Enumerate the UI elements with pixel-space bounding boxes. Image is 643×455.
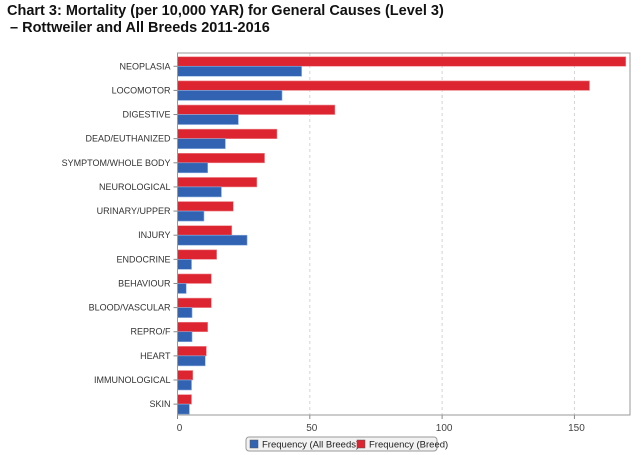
legend-label: Frequency (Breed) [369, 440, 448, 451]
bar-breed [177, 201, 234, 212]
bar-breed [177, 128, 278, 139]
bar-all-breeds [177, 90, 283, 101]
bar-all-breeds [177, 234, 248, 246]
category-label: BLOOD/VASCULAR [89, 303, 171, 313]
legend-label: Frequency (All Breeds) [262, 440, 359, 451]
category-label: REPRO/F [130, 327, 171, 337]
category-label: IMMUNOLOGICAL [94, 375, 171, 385]
bar-all-breeds [177, 65, 302, 77]
category-label: SYMPTOM/WHOLE BODY [62, 158, 171, 168]
bar-all-breeds [177, 210, 205, 222]
bar-breed [177, 80, 590, 91]
x-tick-label: 100 [436, 423, 453, 434]
bar-breed [177, 321, 208, 333]
bar-breed [177, 273, 212, 284]
bar-all-breeds [177, 283, 187, 294]
category-label: SKIN [149, 399, 170, 409]
bar-all-breeds [177, 379, 192, 391]
bar-all-breeds [177, 138, 226, 149]
x-tick-label: 0 [177, 423, 183, 434]
plot-frame [177, 52, 631, 416]
legend: Frequency (All Breeds) Frequency (Breed) [245, 436, 448, 452]
chart-title: Chart 3: Mortality (per 10,000 YAR) for … [7, 3, 444, 19]
bar-all-breeds [177, 355, 206, 367]
bar-all-breeds [177, 114, 239, 125]
category-label: NEUROLOGICAL [99, 182, 171, 192]
bar-all-breeds [177, 307, 193, 318]
category-label: URINARY/UPPER [97, 206, 171, 216]
bar-breed [177, 153, 265, 164]
bar-all-breeds [177, 331, 193, 343]
chart-subtitle: – Rottweiler and All Breeds 2011-2016 [10, 20, 270, 36]
bar-all-breeds [177, 162, 208, 174]
bar-breed [177, 225, 233, 236]
category-label: DEAD/EUTHANIZED [85, 134, 171, 144]
category-label: BEHAVIOUR [118, 278, 171, 288]
x-tick-label: 50 [306, 423, 318, 434]
bar-breed [177, 104, 336, 115]
legend-swatch [356, 439, 366, 449]
category-label: INJURY [138, 230, 170, 240]
category-label: LOCOMOTOR [112, 85, 171, 95]
bar-breed [177, 370, 194, 381]
bar-breed [177, 394, 192, 405]
x-tick-label: 150 [568, 423, 585, 434]
bar-all-breeds [177, 186, 222, 198]
category-label: ENDOCRINE [116, 254, 170, 264]
legend-swatch [249, 439, 259, 449]
bar-breed [177, 346, 207, 357]
bar-all-breeds [177, 259, 192, 270]
bar-breed [177, 297, 212, 308]
bar-breed [177, 56, 627, 67]
category-label: HEART [140, 351, 171, 361]
category-label: DIGESTIVE [122, 110, 170, 120]
legend-box [245, 436, 438, 452]
bar-breed [177, 177, 258, 188]
bar-breed [177, 249, 217, 260]
category-label: NEOPLASIA [119, 61, 170, 71]
bar-all-breeds [177, 403, 190, 415]
